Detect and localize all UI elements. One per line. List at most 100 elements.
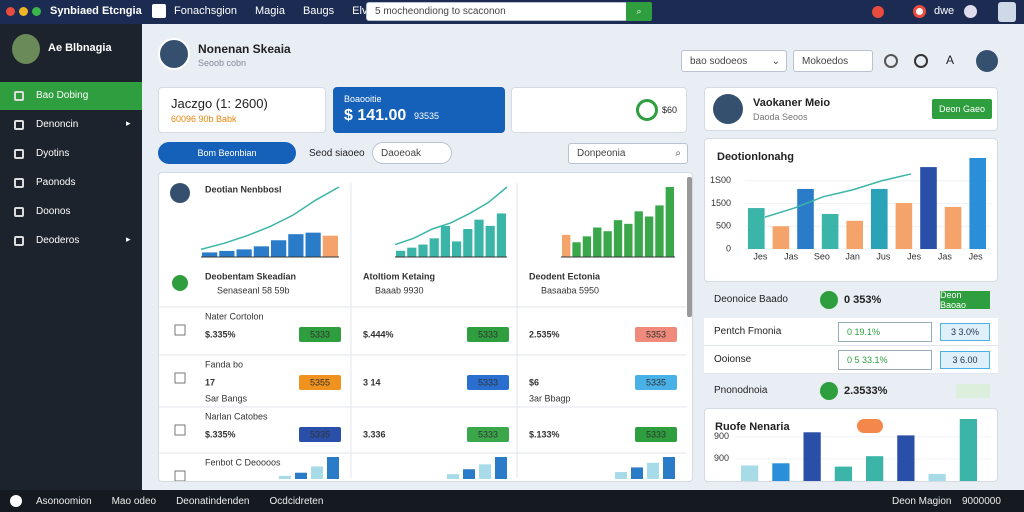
tab[interactable]: Magia (255, 5, 285, 17)
menu-icon (14, 149, 24, 159)
cell-button[interactable] (635, 327, 677, 342)
settings-icon[interactable] (964, 5, 977, 18)
profile-card-sub: Daoda Seoos (753, 112, 808, 122)
search-button[interactable]: ⌕ (626, 2, 652, 21)
panel-icon (172, 275, 188, 291)
icon[interactable] (884, 54, 898, 68)
cell-button-text: 5335 (646, 377, 666, 387)
panel-label: Deobentam Skeadian (205, 271, 296, 281)
cell-button[interactable] (299, 375, 341, 390)
menu-item[interactable]: Bao Dobing (0, 82, 142, 110)
notif-icon[interactable] (872, 6, 884, 18)
panel-sub: Basaaba 5950 (541, 285, 599, 295)
avatar[interactable] (998, 2, 1016, 22)
mini-bar (322, 235, 338, 257)
checkbox[interactable] (174, 470, 186, 481)
app-title: Synbiaed Etcngia (50, 5, 142, 17)
menu-item[interactable]: Paonods (0, 169, 142, 197)
x-tick-label: Jes (907, 251, 922, 261)
icon[interactable]: A (946, 53, 955, 67)
cell-button[interactable] (299, 427, 341, 442)
mini-bar (624, 223, 633, 257)
side-row-button[interactable] (956, 384, 990, 398)
select[interactable]: bao sodoeos ⌄ (681, 50, 787, 72)
menu-arrow: ▸ (126, 234, 131, 244)
checkbox[interactable] (174, 324, 186, 336)
cell-button[interactable] (467, 427, 509, 442)
filter-search[interactable]: Daoeoak (372, 142, 452, 164)
side-row-button[interactable]: Deon Baoao (940, 290, 990, 310)
tab[interactable]: Elv (352, 5, 368, 17)
cell-bar (447, 474, 459, 479)
scrollbar[interactable] (687, 177, 692, 317)
tab[interactable]: Fonachsgion (174, 5, 237, 17)
bar (897, 435, 915, 481)
mini-bar (665, 187, 674, 257)
cell-button-text: 5333 (478, 377, 498, 387)
cell-button[interactable] (635, 427, 677, 442)
menu-icon (14, 207, 24, 217)
icon[interactable] (914, 54, 928, 68)
mini-bar (418, 244, 428, 257)
footer-item[interactable]: Deonatindenden (176, 496, 250, 507)
menu-item[interactable]: Deoderos ▸ (0, 227, 142, 255)
cell-button[interactable] (635, 375, 677, 390)
search-box[interactable]: 5 mocheondiong to scaconon (366, 2, 628, 21)
menu-icon (14, 91, 24, 101)
header-avatar-small[interactable] (976, 50, 998, 72)
filter-search2[interactable]: Donpeonia ⌕ (568, 143, 688, 164)
cell-button[interactable] (467, 327, 509, 342)
filter-tab[interactable]: Bom Beonbian (158, 142, 296, 164)
cell-label: Nater Cortolon (205, 311, 264, 321)
tab[interactable]: Baugs (302, 5, 335, 17)
cell-value: 3 14 (363, 377, 381, 387)
stat-sub: 93535 (414, 111, 440, 121)
cell-button[interactable] (299, 327, 341, 342)
header-input[interactable]: Mokoedos (793, 50, 873, 72)
side-chart: 1S00 1500 500 0 Jes Jas Seo Jan Jus Jes Jas Jes (710, 158, 991, 261)
stat-card: Jaczgo (1: 2600) 60096 90b Babk (158, 87, 326, 133)
filter-link[interactable]: Seod siaoeo (309, 148, 365, 159)
mini-bar (440, 225, 450, 257)
cell-button-text: 5333 (478, 329, 498, 339)
side-chart-card: Deotionlonahg 1S00 1500 500 0 Jes Jas Seo Jan Ju… (704, 138, 998, 282)
stat-title: Jaczgo (1: 2600) (171, 96, 268, 111)
mini-bar (288, 234, 304, 257)
profile-card-button[interactable]: Deon Gaeo (932, 99, 992, 119)
footer-item[interactable]: Asonoomion (36, 496, 92, 507)
mini-line (200, 186, 340, 251)
panel-avatar (170, 183, 190, 203)
footer: Asonoomion Mao odeo Deonatindenden Ocdcidre… (0, 490, 1024, 512)
checkbox[interactable] (174, 424, 186, 436)
cell-label: Narlan Catobes (205, 411, 268, 421)
select-text: bao sodoeos (690, 55, 748, 67)
cell-bar (631, 467, 643, 479)
record-icon[interactable] (913, 5, 926, 18)
app-icon (152, 4, 166, 18)
side-row: Ooionse 0 5 33.1% 3 6.00 (704, 346, 998, 374)
menu-item[interactable]: Doonos (0, 198, 142, 226)
bar (821, 213, 839, 249)
footer-item[interactable]: Ocdcidreten (269, 496, 324, 507)
cell-bar (327, 457, 339, 479)
panel-sub: Baaab 9930 (375, 285, 424, 295)
menu-item[interactable]: Denoncin ▸ (0, 111, 142, 139)
menu-item[interactable]: Dyotins (0, 140, 142, 168)
mini-bar (452, 241, 462, 257)
min-dot[interactable] (19, 7, 28, 16)
cell-button[interactable] (467, 375, 509, 390)
cell-button-text: 5333 (310, 329, 330, 339)
close-dot[interactable] (6, 7, 15, 16)
profile-name: Ae Blbnagia (48, 42, 112, 54)
checkbox[interactable] (174, 372, 186, 384)
max-dot[interactable] (32, 7, 41, 16)
side-row-button[interactable]: 3 6.00 (940, 351, 990, 369)
footer-item[interactable]: Mao odeo (111, 496, 157, 507)
side-row-button[interactable]: 3 3.0% (940, 323, 990, 341)
side-row-value: 2.3533% (844, 385, 888, 397)
user-name: dwe (934, 5, 955, 17)
mini-bar (407, 247, 417, 257)
x-tick-label: Jan (845, 251, 860, 261)
cell-value: $.444% (363, 329, 394, 339)
x-tick-label: Jes (753, 251, 768, 261)
